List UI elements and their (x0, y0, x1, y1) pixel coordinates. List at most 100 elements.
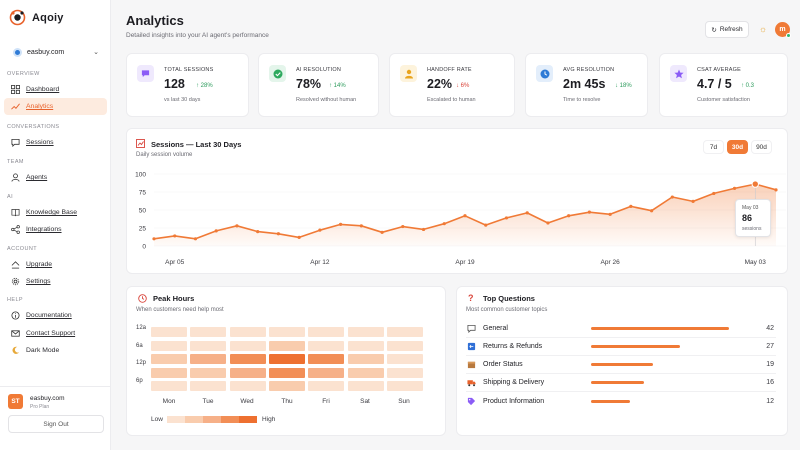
sidebar-item-integrations[interactable]: Integrations (4, 221, 107, 238)
sidebar-item-settings[interactable]: Settings (4, 273, 107, 290)
question-label: Order Status (483, 361, 523, 368)
question-bar (591, 363, 654, 366)
heatmap-col-label: Tue (202, 398, 214, 405)
chart-checkbox-icon (136, 139, 145, 148)
sidebar-item-sessions[interactable]: Sessions (4, 134, 107, 151)
x-tick-label: Apr 12 (310, 259, 330, 266)
heatmap-cell (268, 367, 305, 378)
data-point (774, 188, 778, 192)
sidebar-item-upgrade[interactable]: Upgrade (4, 256, 107, 273)
kpi-value: 128 (164, 77, 185, 91)
heatmap-cell (347, 367, 384, 378)
sidebar-item-documentation[interactable]: Documentation (4, 307, 107, 324)
heatmap-cell (151, 367, 187, 378)
heatmap-cell (308, 340, 345, 351)
brand-logo-icon (9, 9, 26, 26)
data-point (442, 222, 446, 226)
kpi-card-ai-resolution: AI RESOLUTION 78% ↑ 14% Resolved without… (258, 53, 379, 117)
heatmap-col-label: Sat (360, 398, 370, 405)
heatmap-cell (347, 354, 384, 364)
sign-out-button[interactable]: Sign Out (8, 415, 104, 433)
heatmap-cell (190, 354, 227, 364)
kpi-value: 78% (296, 77, 322, 91)
kpi-delta: ↑ 0.3 (741, 83, 755, 89)
top-questions-card (456, 286, 788, 436)
kpi-card-csat-average: CSAT AVERAGE 4.7 / 5 ↑ 0.3 Customer sati… (659, 53, 788, 117)
data-point (587, 210, 591, 214)
chat-icon (467, 324, 476, 333)
clock-icon (138, 294, 147, 303)
sidebar-item-label: Integrations (26, 226, 62, 233)
workspace-switcher[interactable]: easbuy.com ⌄ (8, 43, 104, 61)
heatmap-cell (229, 340, 266, 351)
sidebar-item-label: Contact Support (26, 330, 76, 337)
data-point (546, 221, 550, 225)
sidebar-item-label: Upgrade (26, 261, 53, 268)
heatmap-cell (347, 381, 384, 391)
brand[interactable]: Aqoiy (9, 9, 64, 26)
sidebar-item-knowledge-base[interactable]: Knowledge Base (4, 204, 107, 221)
y-tick-label: 50 (139, 208, 147, 215)
kpi-label: TOTAL SESSIONS (164, 67, 214, 73)
refresh-button[interactable]: ↻ Refresh (705, 21, 749, 38)
sidebar-item-label: Analytics (26, 103, 54, 110)
trend-icon (11, 102, 20, 111)
heatmap-cell (386, 381, 423, 391)
question-row[interactable]: Product Information 12 (466, 392, 776, 410)
range-30d-button[interactable]: 30d (727, 140, 748, 154)
legend-swatch (167, 416, 185, 423)
legend-swatch (203, 416, 221, 423)
range-90d-button[interactable]: 90d (751, 140, 772, 154)
data-point (256, 230, 260, 234)
x-tick-label: Apr 26 (601, 259, 621, 266)
sidebar-item-label: Dashboard (26, 86, 60, 93)
kpi-delta: ↓ 18% (615, 83, 632, 89)
data-point (359, 224, 363, 228)
question-row[interactable]: Order Status 19 (466, 356, 776, 374)
star-icon (670, 65, 687, 82)
heatmap-cell (347, 327, 384, 337)
heatmap-cell (151, 340, 187, 351)
kpi-card-total-sessions: TOTAL SESSIONS 128 ↑ 28% vs last 30 days (126, 53, 249, 117)
highlight-point (751, 180, 759, 188)
refund-icon (467, 342, 476, 351)
data-point (297, 235, 301, 239)
data-point (235, 224, 239, 228)
data-point (214, 229, 218, 233)
y-tick-label: 25 (139, 226, 147, 233)
question-count: 19 (766, 361, 774, 368)
kpi-label: CSAT AVERAGE (697, 67, 741, 73)
kpi-footnote: Time to resolve (563, 97, 601, 103)
question-bar (591, 345, 680, 348)
sidebar-item-analytics[interactable]: Analytics (4, 98, 107, 115)
section-label-ai: AI (7, 194, 13, 200)
kpi-footnote: vs last 30 days (164, 97, 201, 103)
range-7d-button[interactable]: 7d (703, 140, 724, 154)
data-point (670, 195, 674, 199)
chat-icon (137, 65, 154, 82)
heatmap-cell (308, 381, 345, 391)
sidebar-item-dark-mode[interactable]: Dark Mode (4, 342, 107, 359)
question-count: 27 (766, 343, 774, 350)
section-label-conversations: CONVERSATIONS (7, 124, 60, 130)
data-point (629, 204, 633, 208)
workspace-name: easbuy.com (27, 48, 65, 56)
question-row[interactable]: General 42 (466, 320, 776, 338)
chat-icon (11, 138, 20, 147)
sidebar-item-contact-support[interactable]: Contact Support (4, 325, 107, 342)
globe-icon (13, 47, 22, 57)
heatmap-cell (190, 327, 227, 337)
user-avatar[interactable]: ST (8, 394, 23, 409)
data-point (276, 232, 280, 236)
upgrade-icon (11, 260, 20, 269)
question-row[interactable]: Returns & Refunds 27 (466, 338, 776, 356)
data-point (712, 191, 716, 196)
sessions-chart-title: Sessions — Last 30 Days (151, 140, 242, 149)
brand-name: Aqoiy (32, 11, 64, 24)
sidebar-item-agents[interactable]: Agents (4, 169, 107, 186)
heatmap-cell (268, 354, 305, 364)
question-row[interactable]: Shipping & Delivery 16 (466, 374, 776, 392)
question-label: Product Information (483, 397, 545, 405)
sidebar-item-dashboard[interactable]: Dashboard (4, 81, 107, 98)
sun-icon[interactable]: ☼ (758, 24, 768, 34)
